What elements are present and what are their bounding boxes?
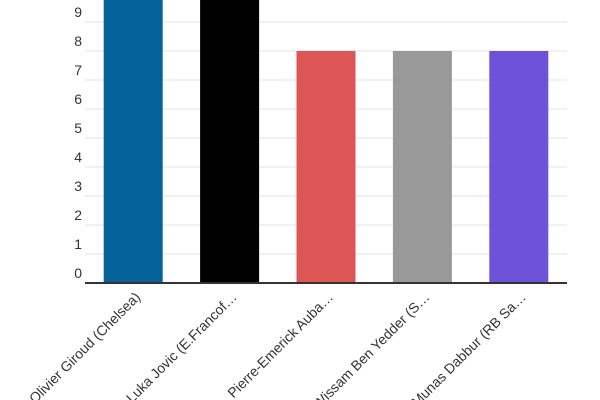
- x-axis-labels: Olivier Giroud (Chelsea)Luka Jovic (E.Fr…: [26, 289, 529, 400]
- y-tick-label: 5: [74, 120, 82, 136]
- y-tick-label: 8: [74, 33, 82, 49]
- y-tick-label: 7: [74, 62, 82, 78]
- bar: [489, 51, 549, 283]
- bar: [392, 51, 452, 283]
- y-tick-label: 0: [74, 265, 82, 281]
- y-tick-label: 1: [74, 236, 82, 252]
- y-tick-label: 9: [74, 4, 82, 20]
- y-tick-label: 4: [74, 149, 82, 165]
- x-tick-label: Luka Jovic (E.Francof…: [123, 289, 240, 400]
- x-tick-label: Olivier Giroud (Chelsea): [26, 289, 144, 400]
- y-tick-label: 6: [74, 91, 82, 107]
- bar: [296, 51, 356, 283]
- x-tick-label: Pierre-Emerick Auba…: [224, 289, 336, 400]
- y-tick-label: 3: [74, 178, 82, 194]
- bar: [103, 0, 163, 283]
- y-axis-ticks: 0 1 2 3 4 5 6 7 8 9: [74, 4, 82, 281]
- bars: [103, 0, 549, 283]
- y-tick-label: 2: [74, 207, 82, 223]
- bar: [200, 0, 260, 283]
